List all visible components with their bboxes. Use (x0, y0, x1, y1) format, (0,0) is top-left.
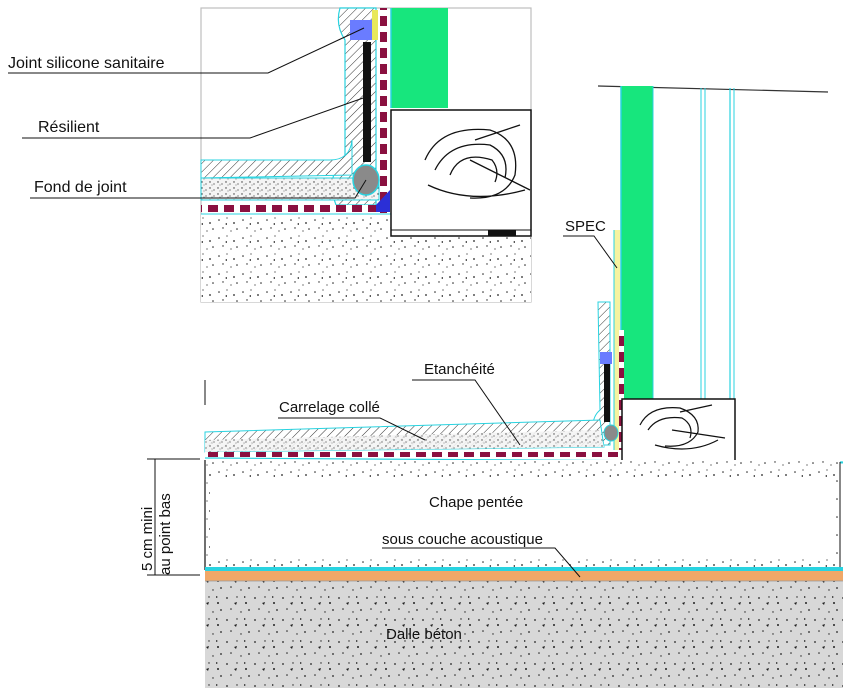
label-spec: SPEC (565, 218, 606, 235)
inset-membrane-vertical (380, 8, 387, 213)
main-acoustic-underlay (205, 571, 843, 581)
label-etancheite: Etanchéité (424, 361, 495, 378)
label-chape: Chape pentée (429, 494, 523, 511)
main-silicone (600, 352, 612, 364)
inset-insulation-box (390, 109, 532, 237)
inset-adhesive-layer (200, 177, 380, 201)
main-insulation-box (621, 398, 736, 462)
inset-resilient-strip (363, 42, 371, 162)
main-resilient (604, 362, 610, 422)
label-fond-de-joint: Fond de joint (34, 179, 127, 196)
label-dalle: Dalle béton (386, 626, 462, 643)
main-membrane-vertical (619, 330, 624, 450)
label-dim-line2: au point bas (157, 493, 174, 575)
inset-green-panel (391, 8, 448, 108)
label-sous-couche: sous couche acoustique (382, 531, 543, 548)
main-green-panel (621, 86, 653, 402)
main-membrane-horizontal (205, 452, 620, 457)
inset-detail (200, 7, 532, 303)
main-backer-rod (603, 424, 619, 442)
label-resilient: Résilient (38, 119, 100, 136)
inset-silicone-joint (350, 20, 372, 40)
main-concrete-slab (205, 581, 843, 688)
leader-lines (8, 27, 618, 578)
label-dim-line1: 5 cm mini (139, 507, 156, 571)
inset-membrane-horizontal (201, 205, 387, 212)
main-section (147, 85, 844, 688)
label-joint-silicone: Joint silicone sanitaire (8, 55, 165, 72)
label-carrelage: Carrelage collé (279, 399, 380, 416)
